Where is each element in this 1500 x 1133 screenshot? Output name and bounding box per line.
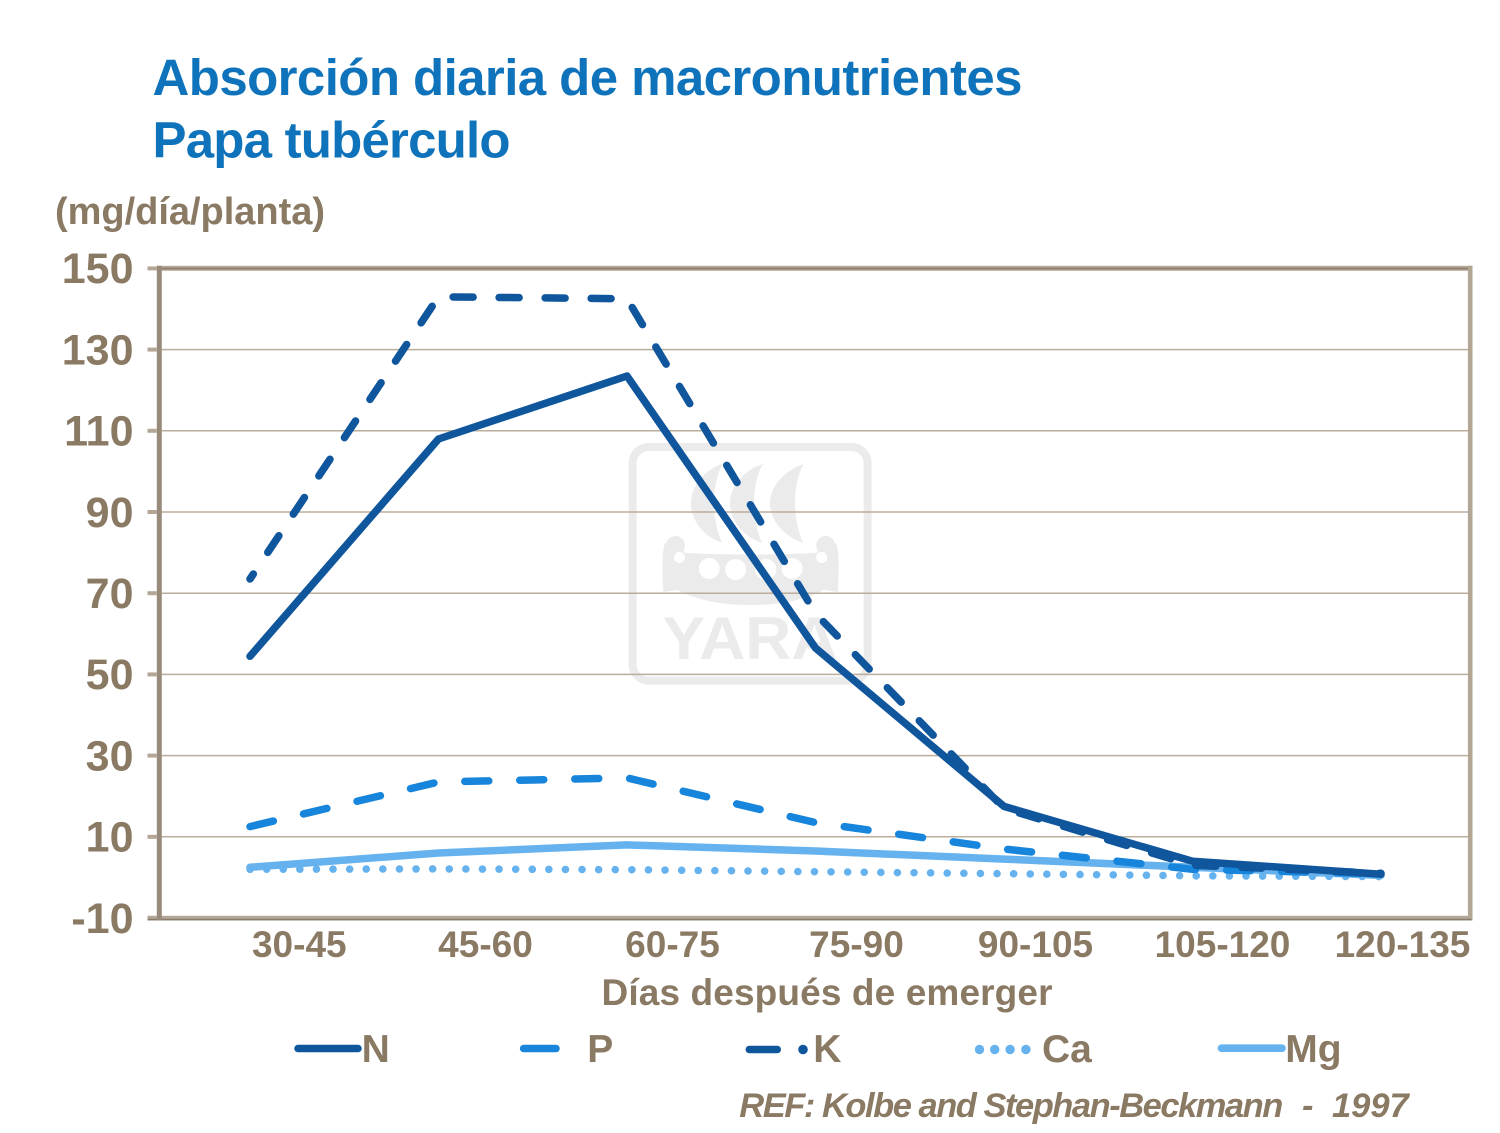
svg-text:-: - (1302, 1087, 1314, 1125)
svg-text:90: 90 (86, 489, 134, 537)
svg-text:30-45: 30-45 (252, 924, 347, 965)
svg-text:30: 30 (86, 732, 134, 780)
svg-text:K: K (813, 1028, 841, 1071)
svg-text:1997: 1997 (1332, 1087, 1411, 1125)
svg-text:Papa tubérculo: Papa tubérculo (153, 112, 511, 169)
svg-text:120-135: 120-135 (1335, 924, 1471, 965)
svg-text:Mg: Mg (1285, 1028, 1341, 1071)
svg-text:60-75: 60-75 (625, 924, 720, 965)
svg-text:110: 110 (64, 408, 133, 456)
svg-text:105-120: 105-120 (1155, 924, 1291, 965)
svg-text:50: 50 (86, 651, 134, 699)
svg-text:Absorción diaria de macronutri: Absorción diaria de macronutrientes (153, 49, 1023, 106)
svg-text:(mg/día/planta): (mg/día/planta) (55, 191, 325, 233)
svg-text:70: 70 (86, 570, 134, 618)
svg-text:75-90: 75-90 (809, 924, 904, 965)
svg-text:P: P (587, 1028, 613, 1071)
svg-text:REF: Kolbe and Stephan-Beckman: REF: Kolbe and Stephan-Beckmann (739, 1087, 1283, 1125)
svg-text:N: N (362, 1028, 390, 1071)
svg-text:90-105: 90-105 (978, 924, 1093, 965)
svg-text:Días después de emerger: Días después de emerger (602, 972, 1053, 1013)
svg-text:Ca: Ca (1042, 1028, 1092, 1071)
svg-text:10: 10 (86, 814, 134, 862)
svg-text:150: 150 (62, 245, 134, 293)
svg-text:130: 130 (62, 326, 134, 374)
svg-text:45-60: 45-60 (438, 924, 533, 965)
svg-text:-10: -10 (71, 895, 133, 943)
